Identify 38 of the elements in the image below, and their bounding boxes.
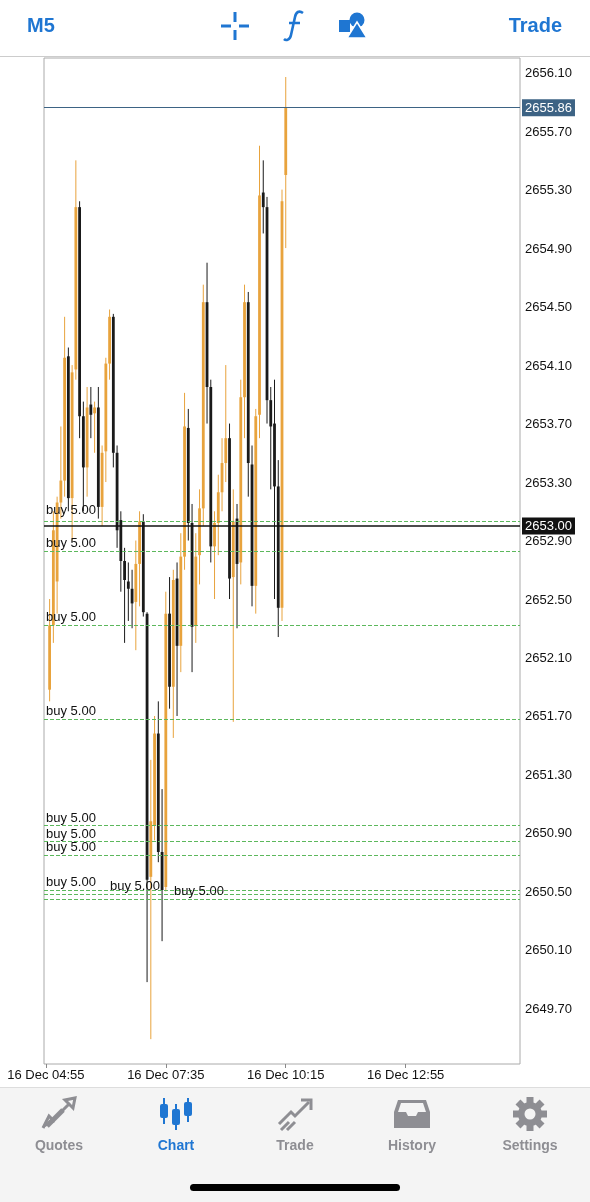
y-tick-label: 2651.70	[525, 708, 572, 724]
text: M5	[27, 14, 55, 37]
y-tick-label: 2650.10	[525, 942, 572, 958]
ref-line-label: buy 5.00	[46, 702, 96, 718]
candlestick	[123, 547, 126, 644]
text: Trade	[275, 1137, 315, 1153]
ref-line-label: buy 5.00	[46, 809, 96, 825]
text: History	[386, 1137, 438, 1153]
ref-line-label: 2653.00	[525, 518, 572, 534]
ref-line-label: buy 5.00	[46, 874, 96, 889]
y-tick-label: 2653.70	[525, 416, 572, 432]
x-tick-label: 16 Dec 07:35	[127, 1067, 205, 1082]
y-tick-label: 2652.90	[525, 533, 572, 549]
x-tick-label: 16 Dec 12:55	[367, 1067, 445, 1082]
y-tick-label: 2652.50	[525, 591, 572, 607]
ref-line-label: buy 5.00	[46, 825, 96, 841]
text: Settings	[501, 1137, 559, 1153]
y-tick-label: 2649.70	[525, 1000, 572, 1016]
x-tick-label: 16 Dec 04:55	[7, 1067, 85, 1082]
ref-line-label: 2655.86	[525, 100, 572, 116]
y-tick-label: 2654.50	[525, 299, 572, 315]
y-tick-label: 2650.50	[525, 883, 572, 899]
y-tick-label: 2651.30	[525, 766, 572, 782]
y-tick-label: 2653.30	[525, 474, 572, 490]
candlestick	[213, 510, 216, 600]
y-tick-label: 2654.90	[525, 240, 572, 256]
y-tick-label: 2655.70	[525, 123, 572, 139]
y-tick-label: 2654.10	[525, 357, 572, 373]
candlestick	[89, 386, 93, 439]
x-tick-label: 16 Dec 10:15	[247, 1067, 325, 1082]
text: Trade	[508, 14, 562, 37]
text: Chart	[156, 1137, 196, 1153]
y-tick-label: 2656.10	[525, 65, 572, 81]
y-tick-label: 2652.10	[525, 650, 572, 666]
text: Quotes	[33, 1137, 85, 1153]
candlestick	[93, 401, 96, 454]
y-tick-label: 2655.30	[525, 182, 572, 198]
y-tick-label: 2650.90	[525, 825, 572, 841]
